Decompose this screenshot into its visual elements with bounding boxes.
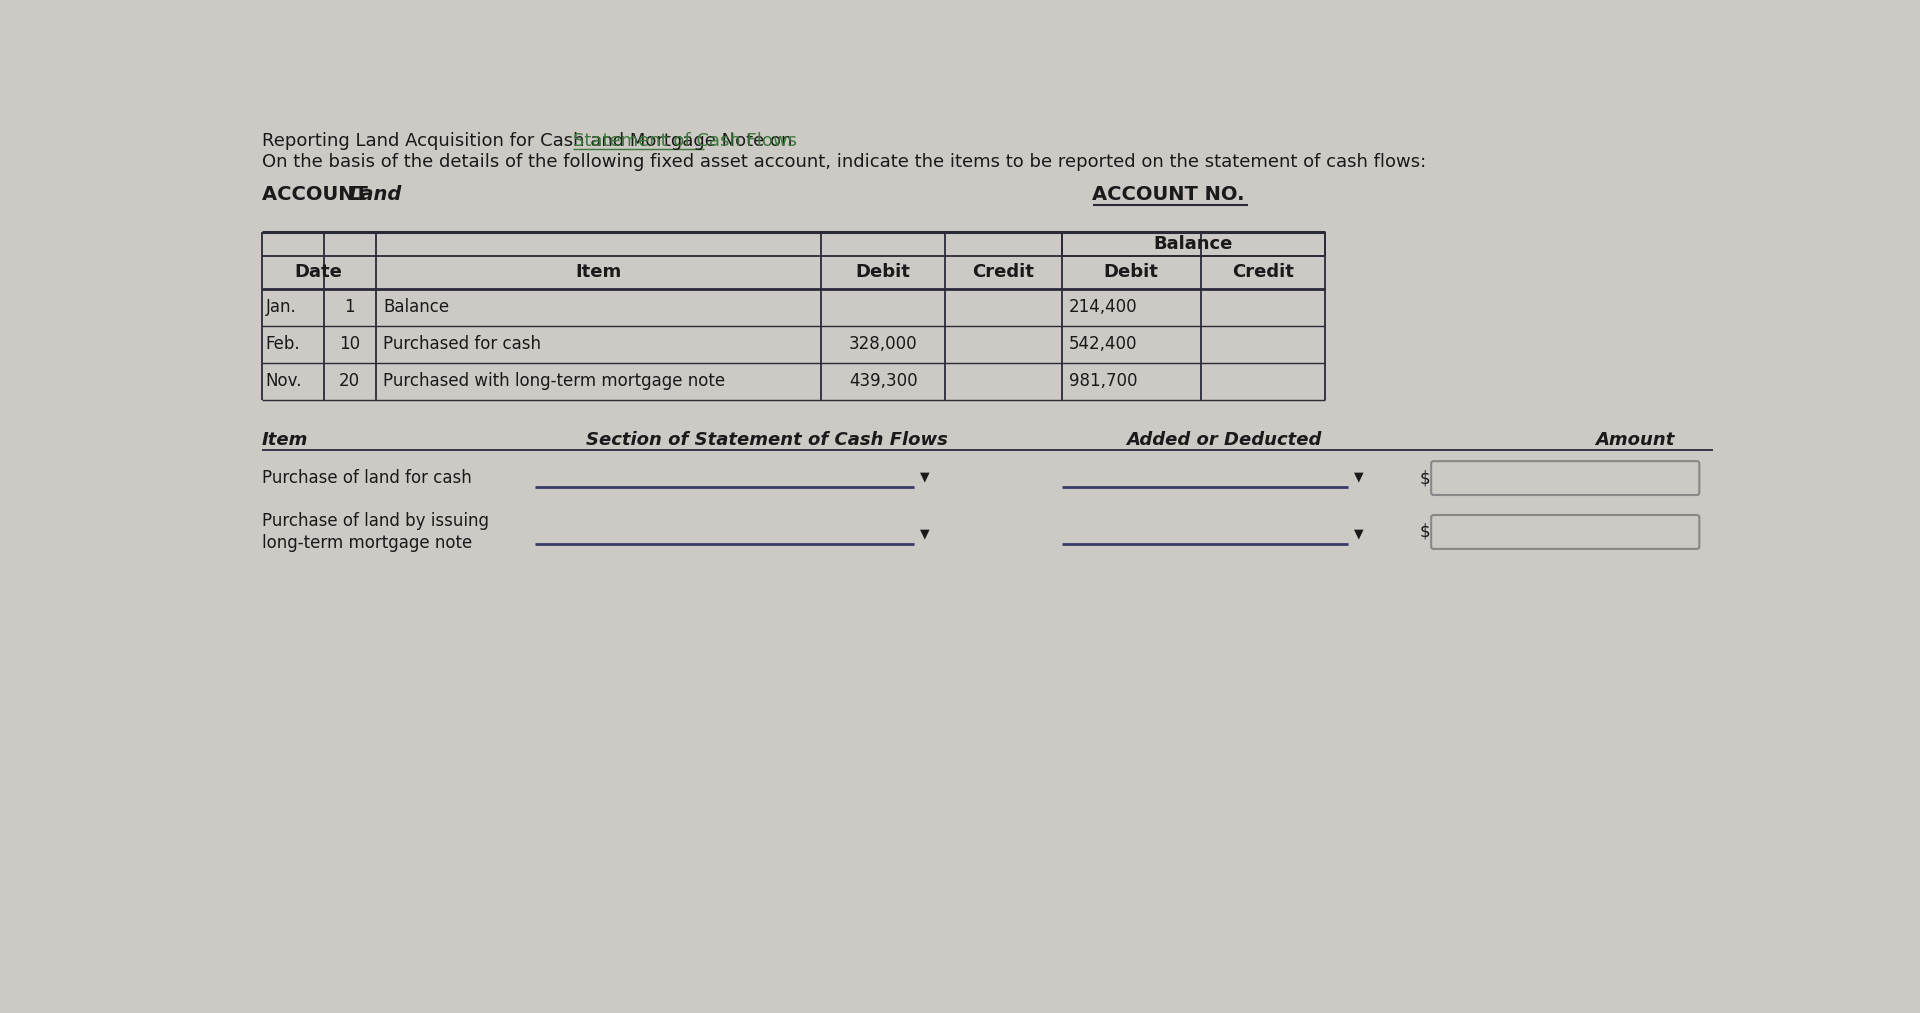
Text: long-term mortgage note: long-term mortgage note (261, 534, 472, 552)
Text: Balance: Balance (384, 298, 449, 316)
Text: 214,400: 214,400 (1069, 298, 1139, 316)
Text: Item: Item (576, 263, 622, 282)
Text: Feb.: Feb. (265, 335, 300, 354)
Text: ACCOUNT: ACCOUNT (261, 185, 374, 205)
Text: ACCOUNT NO.: ACCOUNT NO. (1092, 185, 1244, 205)
Text: Nov.: Nov. (265, 372, 301, 390)
Text: Debit: Debit (1104, 263, 1158, 282)
Text: Credit: Credit (1233, 263, 1294, 282)
Text: 20: 20 (340, 372, 361, 390)
Text: Credit: Credit (972, 263, 1035, 282)
Text: Purchase of land for cash: Purchase of land for cash (261, 469, 472, 487)
Text: Debit: Debit (856, 263, 910, 282)
Text: Section of Statement of Cash Flows: Section of Statement of Cash Flows (586, 431, 948, 449)
Text: 10: 10 (340, 335, 361, 354)
Text: Added or Deducted: Added or Deducted (1127, 431, 1323, 449)
Text: 1: 1 (344, 298, 355, 316)
Text: On the basis of the details of the following fixed asset account, indicate the i: On the basis of the details of the follo… (261, 153, 1427, 171)
Text: ▼: ▼ (920, 527, 929, 540)
Text: Reporting Land Acquisition for Cash and Mortgage Note on: Reporting Land Acquisition for Cash and … (261, 132, 799, 150)
Text: Balance: Balance (1154, 235, 1233, 253)
Text: 439,300: 439,300 (849, 372, 918, 390)
Text: Date: Date (296, 263, 342, 282)
Text: ▼: ▼ (1354, 470, 1363, 483)
Text: Amount: Amount (1596, 431, 1674, 449)
Text: $: $ (1419, 523, 1430, 541)
Text: ▼: ▼ (920, 470, 929, 483)
Text: Land: Land (349, 185, 401, 205)
Text: Purchased for cash: Purchased for cash (384, 335, 541, 354)
Text: Statement of Cash Flows: Statement of Cash Flows (574, 132, 797, 150)
Text: 328,000: 328,000 (849, 335, 918, 354)
Text: ▼: ▼ (1354, 527, 1363, 540)
Text: 542,400: 542,400 (1069, 335, 1139, 354)
Text: Purchased with long-term mortgage note: Purchased with long-term mortgage note (384, 372, 726, 390)
Text: Jan.: Jan. (265, 298, 296, 316)
Text: $: $ (1419, 469, 1430, 487)
Text: 981,700: 981,700 (1069, 372, 1139, 390)
Text: Item: Item (261, 431, 307, 449)
Text: Purchase of land by issuing: Purchase of land by issuing (261, 513, 490, 530)
